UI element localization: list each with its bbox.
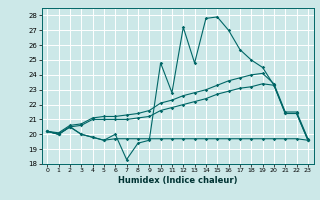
X-axis label: Humidex (Indice chaleur): Humidex (Indice chaleur) (118, 176, 237, 185)
